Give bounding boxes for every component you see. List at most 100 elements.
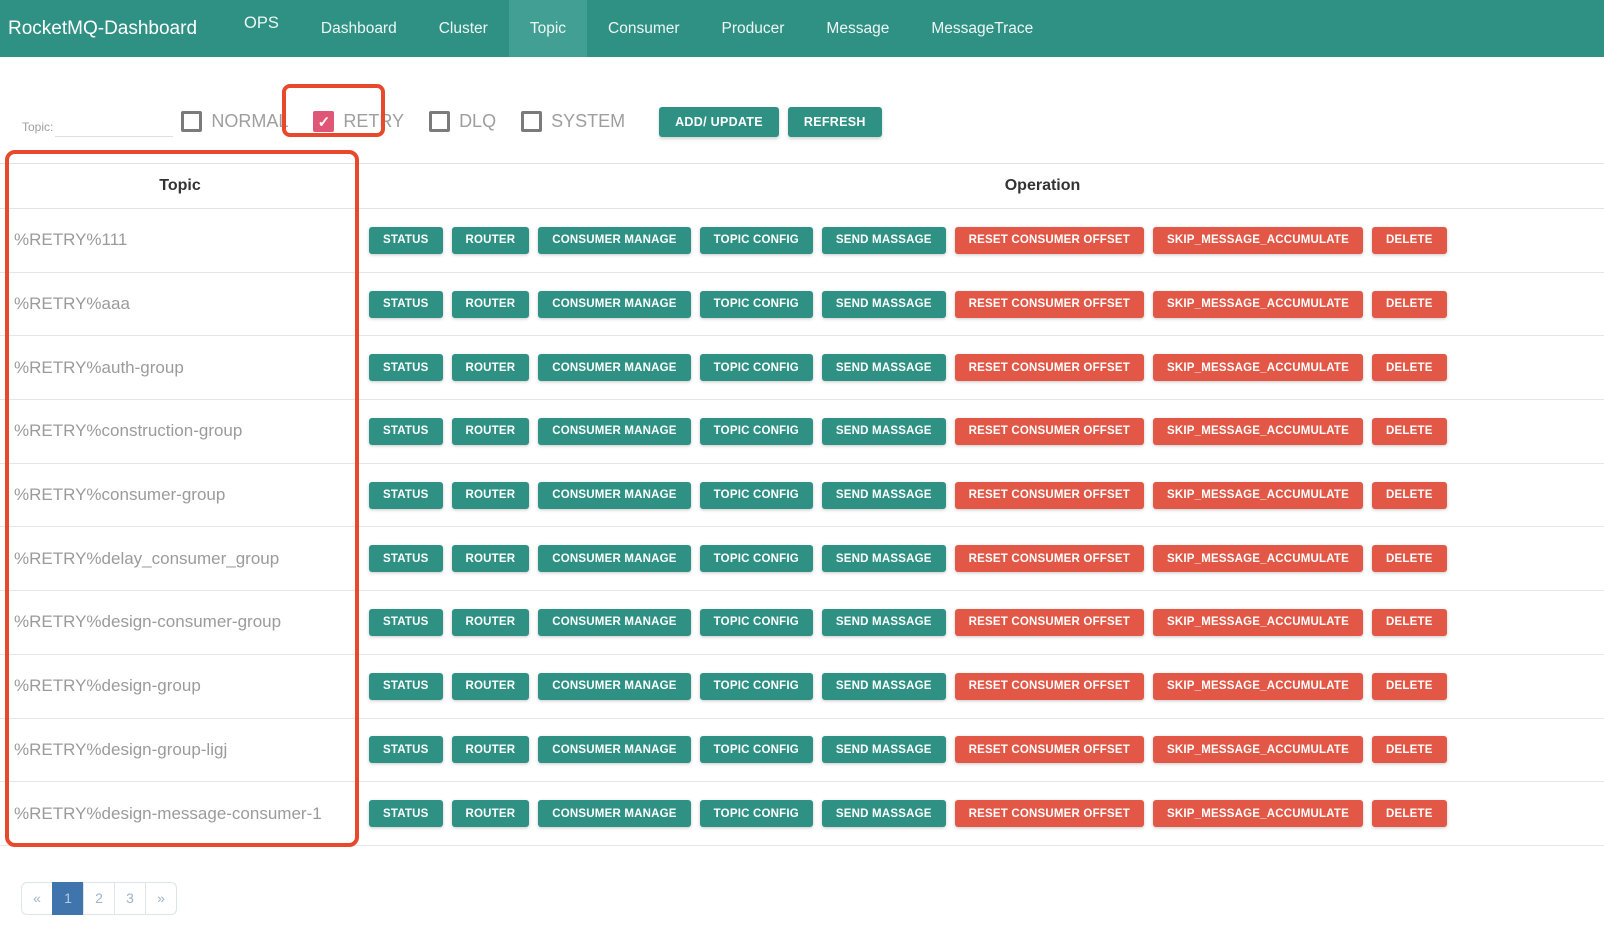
topic-filter-input[interactable] — [55, 120, 174, 137]
nav-item-messagetrace[interactable]: MessageTrace — [931, 20, 1034, 37]
action-status-button[interactable]: STATUS — [369, 672, 443, 700]
action-reset-consumer-offset-button[interactable]: RESET CONSUMER OFFSET — [954, 417, 1144, 445]
action-skip-message-accumulate-button[interactable]: SKIP_MESSAGE_ACCUMULATE — [1153, 481, 1364, 509]
action-send-massage-button[interactable]: SEND MASSAGE — [821, 226, 946, 254]
action-router-button[interactable]: ROUTER — [451, 226, 530, 254]
action-status-button[interactable]: STATUS — [369, 800, 443, 828]
action-reset-consumer-offset-button[interactable]: RESET CONSUMER OFFSET — [954, 226, 1144, 254]
action-consumer-manage-button[interactable]: CONSUMER MANAGE — [538, 545, 691, 573]
action-delete-button[interactable]: DELETE — [1372, 608, 1447, 636]
action-topic-config-button[interactable]: TOPIC CONFIG — [699, 800, 813, 828]
action-delete-button[interactable]: DELETE — [1372, 354, 1447, 382]
checkbox-retry[interactable]: ✓ RETRY — [313, 111, 429, 132]
action-delete-button[interactable]: DELETE — [1372, 545, 1447, 573]
nav-item-cluster[interactable]: Cluster — [438, 20, 488, 37]
action-skip-message-accumulate-button[interactable]: SKIP_MESSAGE_ACCUMULATE — [1153, 800, 1364, 828]
action-status-button[interactable]: STATUS — [369, 481, 443, 509]
action-skip-message-accumulate-button[interactable]: SKIP_MESSAGE_ACCUMULATE — [1153, 672, 1364, 700]
action-send-massage-button[interactable]: SEND MASSAGE — [821, 290, 946, 318]
action-send-massage-button[interactable]: SEND MASSAGE — [821, 417, 946, 445]
nav-item-ops[interactable]: OPS — [244, 14, 279, 32]
action-consumer-manage-button[interactable]: CONSUMER MANAGE — [538, 290, 691, 318]
action-skip-message-accumulate-button[interactable]: SKIP_MESSAGE_ACCUMULATE — [1153, 417, 1364, 445]
action-reset-consumer-offset-button[interactable]: RESET CONSUMER OFFSET — [954, 545, 1144, 573]
action-router-button[interactable]: ROUTER — [451, 736, 530, 764]
action-router-button[interactable]: ROUTER — [451, 608, 530, 636]
action-consumer-manage-button[interactable]: CONSUMER MANAGE — [538, 481, 691, 509]
action-skip-message-accumulate-button[interactable]: SKIP_MESSAGE_ACCUMULATE — [1153, 226, 1364, 254]
action-status-button[interactable]: STATUS — [369, 545, 443, 573]
page-prev[interactable]: « — [21, 881, 53, 915]
action-delete-button[interactable]: DELETE — [1372, 672, 1447, 700]
action-reset-consumer-offset-button[interactable]: RESET CONSUMER OFFSET — [954, 736, 1144, 764]
action-send-massage-button[interactable]: SEND MASSAGE — [821, 354, 946, 382]
page-1[interactable]: 1 — [52, 881, 84, 915]
nav-item-message[interactable]: Message — [826, 20, 890, 37]
page-3[interactable]: 3 — [114, 881, 146, 915]
checkbox-unchecked-icon[interactable] — [181, 111, 203, 132]
action-topic-config-button[interactable]: TOPIC CONFIG — [699, 736, 813, 764]
action-send-massage-button[interactable]: SEND MASSAGE — [821, 800, 946, 828]
action-consumer-manage-button[interactable]: CONSUMER MANAGE — [538, 226, 691, 254]
checkbox-unchecked-icon[interactable] — [521, 111, 543, 132]
action-skip-message-accumulate-button[interactable]: SKIP_MESSAGE_ACCUMULATE — [1153, 354, 1364, 382]
action-status-button[interactable]: STATUS — [369, 736, 443, 764]
action-send-massage-button[interactable]: SEND MASSAGE — [821, 672, 946, 700]
action-status-button[interactable]: STATUS — [369, 417, 443, 445]
checkbox-dlq[interactable]: DLQ — [429, 111, 521, 132]
checkbox-unchecked-icon[interactable] — [429, 111, 451, 132]
action-reset-consumer-offset-button[interactable]: RESET CONSUMER OFFSET — [954, 481, 1144, 509]
action-router-button[interactable]: ROUTER — [451, 800, 530, 828]
action-consumer-manage-button[interactable]: CONSUMER MANAGE — [538, 608, 691, 636]
nav-item-dashboard[interactable]: Dashboard — [320, 20, 397, 37]
action-delete-button[interactable]: DELETE — [1372, 736, 1447, 764]
action-send-massage-button[interactable]: SEND MASSAGE — [821, 608, 946, 636]
action-status-button[interactable]: STATUS — [369, 354, 443, 382]
action-topic-config-button[interactable]: TOPIC CONFIG — [699, 226, 813, 254]
action-topic-config-button[interactable]: TOPIC CONFIG — [699, 545, 813, 573]
action-skip-message-accumulate-button[interactable]: SKIP_MESSAGE_ACCUMULATE — [1153, 736, 1364, 764]
add-update-button[interactable]: ADD/ UPDATE — [659, 106, 779, 137]
action-send-massage-button[interactable]: SEND MASSAGE — [821, 736, 946, 764]
nav-item-producer[interactable]: Producer — [721, 20, 785, 37]
refresh-button[interactable]: REFRESH — [787, 106, 882, 137]
action-status-button[interactable]: STATUS — [369, 226, 443, 254]
action-topic-config-button[interactable]: TOPIC CONFIG — [699, 354, 813, 382]
action-delete-button[interactable]: DELETE — [1372, 481, 1447, 509]
action-consumer-manage-button[interactable]: CONSUMER MANAGE — [538, 736, 691, 764]
action-status-button[interactable]: STATUS — [369, 290, 443, 318]
action-consumer-manage-button[interactable]: CONSUMER MANAGE — [538, 417, 691, 445]
action-router-button[interactable]: ROUTER — [451, 545, 530, 573]
action-reset-consumer-offset-button[interactable]: RESET CONSUMER OFFSET — [954, 672, 1144, 700]
action-consumer-manage-button[interactable]: CONSUMER MANAGE — [538, 800, 691, 828]
action-send-massage-button[interactable]: SEND MASSAGE — [821, 481, 946, 509]
action-skip-message-accumulate-button[interactable]: SKIP_MESSAGE_ACCUMULATE — [1153, 608, 1364, 636]
action-topic-config-button[interactable]: TOPIC CONFIG — [699, 417, 813, 445]
action-reset-consumer-offset-button[interactable]: RESET CONSUMER OFFSET — [954, 608, 1144, 636]
action-skip-message-accumulate-button[interactable]: SKIP_MESSAGE_ACCUMULATE — [1153, 545, 1364, 573]
action-skip-message-accumulate-button[interactable]: SKIP_MESSAGE_ACCUMULATE — [1153, 290, 1364, 318]
action-reset-consumer-offset-button[interactable]: RESET CONSUMER OFFSET — [954, 290, 1144, 318]
action-consumer-manage-button[interactable]: CONSUMER MANAGE — [538, 672, 691, 700]
page-next[interactable]: » — [145, 881, 177, 915]
action-status-button[interactable]: STATUS — [369, 608, 443, 636]
action-delete-button[interactable]: DELETE — [1372, 226, 1447, 254]
action-router-button[interactable]: ROUTER — [451, 672, 530, 700]
action-reset-consumer-offset-button[interactable]: RESET CONSUMER OFFSET — [954, 354, 1144, 382]
action-reset-consumer-offset-button[interactable]: RESET CONSUMER OFFSET — [954, 800, 1144, 828]
action-topic-config-button[interactable]: TOPIC CONFIG — [699, 672, 813, 700]
action-router-button[interactable]: ROUTER — [451, 417, 530, 445]
action-send-massage-button[interactable]: SEND MASSAGE — [821, 545, 946, 573]
page-2[interactable]: 2 — [83, 881, 115, 915]
nav-item-topic[interactable]: Topic — [508, 0, 588, 57]
checkbox-normal[interactable]: NORMAL — [181, 111, 313, 132]
action-topic-config-button[interactable]: TOPIC CONFIG — [699, 608, 813, 636]
action-topic-config-button[interactable]: TOPIC CONFIG — [699, 481, 813, 509]
nav-item-consumer[interactable]: Consumer — [608, 20, 680, 37]
action-consumer-manage-button[interactable]: CONSUMER MANAGE — [538, 354, 691, 382]
checkbox-system[interactable]: SYSTEM — [521, 111, 650, 132]
action-delete-button[interactable]: DELETE — [1372, 290, 1447, 318]
checkbox-checked-icon[interactable]: ✓ — [313, 111, 335, 132]
action-router-button[interactable]: ROUTER — [451, 290, 530, 318]
action-delete-button[interactable]: DELETE — [1372, 417, 1447, 445]
